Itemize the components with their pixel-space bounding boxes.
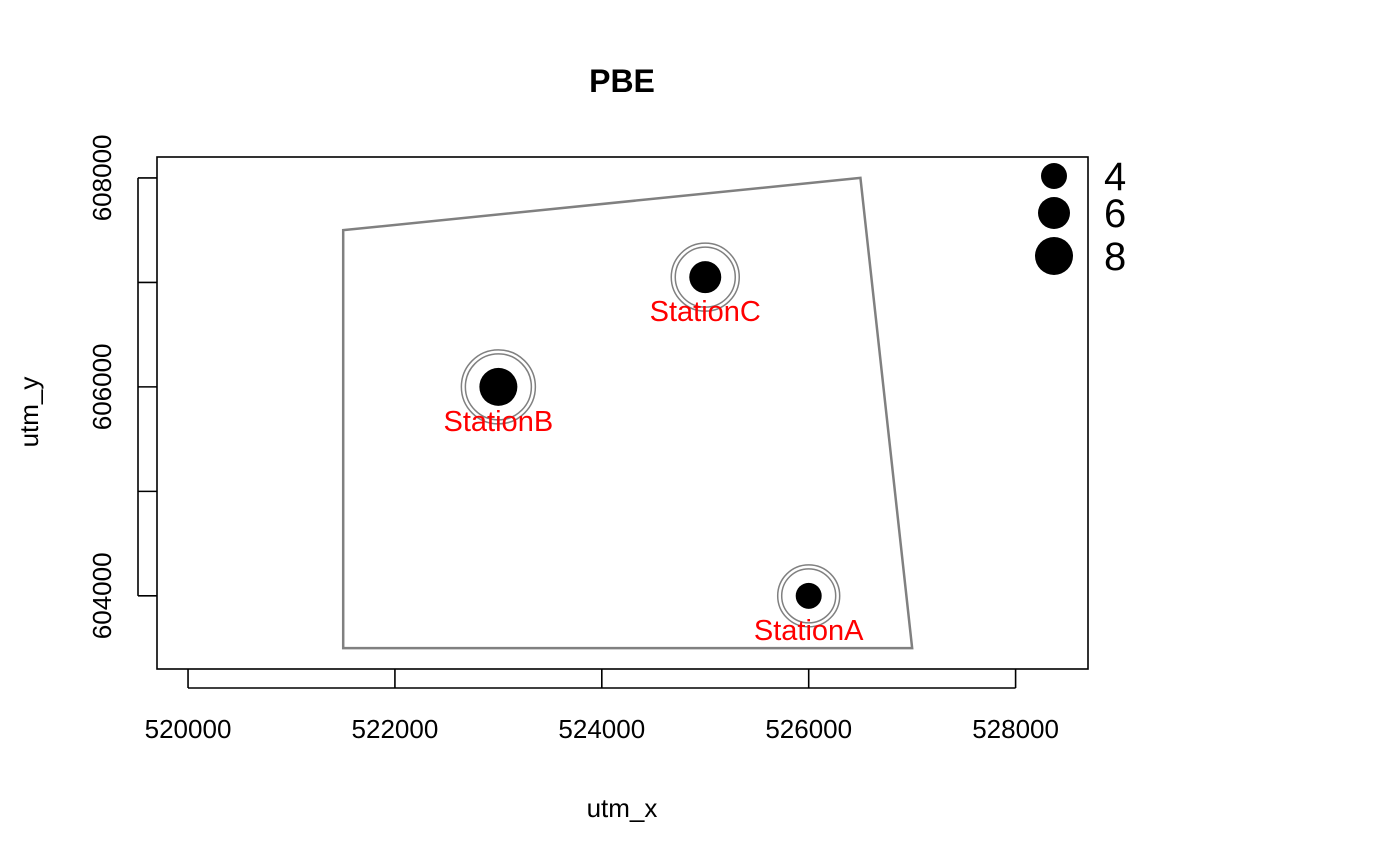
- station-ring-inner: [780, 568, 837, 624]
- station-marker: StationC: [650, 242, 761, 328]
- legend: 468: [1035, 155, 1126, 279]
- y-tick-label: 604000: [87, 552, 117, 639]
- station-label: StationC: [650, 296, 761, 328]
- y-axis-label: utm_y: [14, 377, 44, 448]
- plot-area: StationA StationB StationC: [341, 176, 914, 650]
- station-marker: StationA: [754, 564, 864, 647]
- station-ring-outer: [670, 242, 741, 312]
- station-marker: StationB: [444, 349, 554, 438]
- axes: 520000 522000 524000 526000 528000 604000 6060…: [87, 135, 1089, 744]
- boundary-polygon: [341, 176, 914, 650]
- legend-marker: [1041, 163, 1067, 189]
- x-tick-label: 522000: [352, 714, 439, 744]
- y-tick-label: 606000: [87, 343, 117, 430]
- station-ring-outer: [460, 349, 537, 425]
- station-point: [689, 261, 722, 294]
- legend-label: 8: [1104, 235, 1126, 279]
- station-label: StationB: [444, 406, 554, 438]
- station-point: [479, 367, 518, 406]
- x-tick-label: 524000: [558, 714, 645, 744]
- station-label: StationA: [754, 615, 864, 647]
- plot-frame: [156, 156, 1089, 670]
- station-ring-inner: [464, 353, 533, 421]
- station-ring-inner: [674, 246, 737, 308]
- x-tick-label: 520000: [145, 714, 232, 744]
- legend-marker: [1035, 237, 1073, 275]
- legend-label: 6: [1104, 192, 1126, 236]
- station-point: [795, 582, 822, 609]
- legend-marker: [1038, 197, 1070, 229]
- station-ring-outer: [776, 564, 841, 628]
- x-tick-label: 526000: [765, 714, 852, 744]
- y-tick-label: 608000: [87, 135, 117, 222]
- legend-label: 4: [1104, 155, 1126, 199]
- x-tick-label: 528000: [972, 714, 1059, 744]
- x-axis-label: utm_x: [587, 793, 658, 823]
- chart-title: PBE: [589, 63, 655, 99]
